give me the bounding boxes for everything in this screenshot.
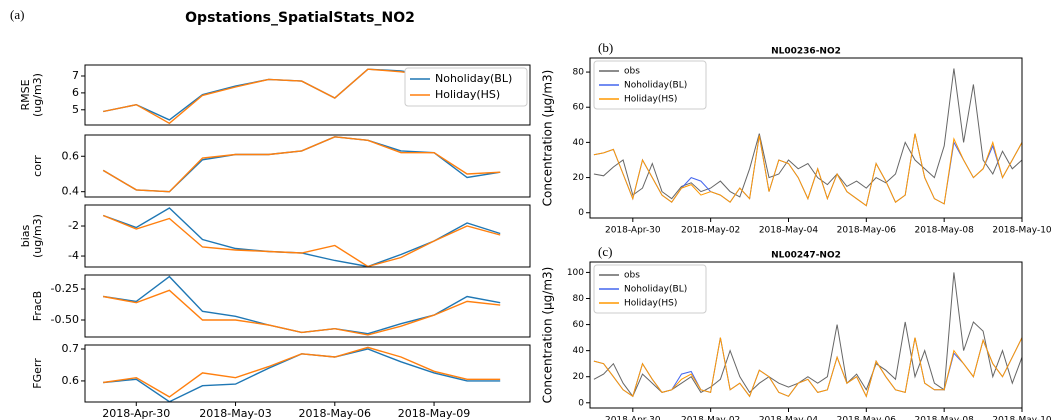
x-tick-label: 2018-May-09	[398, 407, 470, 420]
y-tick-label: 20	[573, 372, 585, 382]
series-line	[593, 133, 1023, 207]
plot-frame	[589, 57, 1023, 219]
series-line	[103, 289, 501, 336]
series-line	[103, 346, 501, 398]
chart-title: NL00247-NO2	[771, 251, 841, 261]
y-tick-label: -2	[68, 219, 79, 232]
legend-label: obs	[624, 271, 640, 281]
y-tick-label: 0.4	[62, 185, 80, 198]
y-axis-label: corr	[31, 155, 44, 177]
series-line	[102, 136, 501, 193]
legend-label: Holiday(HS)	[624, 299, 677, 309]
y-tick-label: 80	[573, 68, 585, 78]
x-tick-label: 2018-May-08	[915, 416, 975, 420]
y-tick-label: -4	[68, 249, 79, 262]
x-tick-label: 2018-May-02	[681, 416, 740, 420]
x-tick-label: 2018-Apr-30	[605, 416, 661, 420]
chart-title: Opstations_SpatialStats_NO2	[185, 10, 415, 26]
y-tick-label: 0.6	[62, 374, 80, 387]
series-line	[593, 68, 1023, 200]
x-tick-label: 2018-May-06	[299, 407, 371, 420]
x-tick-label: 2018-Apr-30	[605, 226, 661, 236]
y-axis-label: (ug/m3)	[31, 73, 44, 117]
legend-label: Holiday(HS)	[624, 95, 677, 105]
y-tick-label: 100	[567, 268, 584, 278]
y-tick-label: 60	[573, 103, 585, 113]
y-tick-label: 0.6	[62, 149, 80, 162]
x-tick-label: 2018-Apr-30	[102, 407, 170, 420]
x-tick-label: 2018-May-08	[915, 226, 975, 236]
series-line	[102, 136, 501, 193]
panel-label: (a)	[10, 7, 24, 22]
legend-label: Noholiday(BL)	[624, 285, 687, 295]
legend-box	[593, 264, 707, 314]
y-tick-label: 20	[573, 173, 585, 183]
y-tick-label: 0	[578, 208, 584, 218]
y-tick-label: 7	[72, 69, 79, 82]
series-line	[593, 337, 1023, 398]
x-tick-label: 2018-May-04	[759, 226, 819, 236]
series-line	[102, 207, 501, 268]
y-tick-label: 40	[573, 138, 585, 148]
y-axis-label: FGerr	[31, 358, 44, 389]
legend-label: Noholiday(BL)	[435, 72, 512, 85]
y-axis-label: (ug/m3)	[31, 214, 44, 258]
x-tick-label: 2018-May-03	[199, 407, 271, 420]
legend-box	[404, 67, 528, 107]
y-axis-label: bias	[19, 224, 32, 247]
y-tick-label: 5	[72, 103, 79, 116]
x-tick-label: 2018-May-02	[681, 226, 740, 236]
legend-box	[593, 60, 707, 110]
plot-frame	[84, 274, 531, 338]
legend-label: Holiday(HS)	[435, 88, 500, 101]
y-tick-label: 0.7	[62, 342, 80, 355]
chart-title: NL00236-NO2	[771, 47, 841, 57]
plot-frame	[84, 344, 531, 403]
y-axis-label: Concentration (μg/m3)	[541, 70, 555, 207]
panel-label: (c)	[598, 244, 612, 259]
x-tick-label: 2018-May-10	[992, 416, 1052, 420]
x-tick-label: 2018-May-06	[837, 416, 897, 420]
legend-label: obs	[624, 67, 640, 77]
plot-frame	[84, 204, 531, 268]
panel-label: (b)	[598, 40, 613, 55]
x-tick-label: 2018-May-06	[837, 226, 897, 236]
series-line	[103, 275, 501, 335]
legend-label: Noholiday(BL)	[624, 81, 687, 91]
y-tick-label: -0.25	[51, 282, 79, 295]
x-tick-label: 2018-May-04	[759, 416, 819, 420]
x-tick-label: 2018-May-10	[992, 226, 1052, 236]
y-tick-label: 40	[573, 346, 585, 356]
y-axis-label: Concentration (μg/m3)	[541, 267, 555, 404]
y-tick-label: 80	[573, 294, 585, 304]
y-axis-label: RMSE	[19, 79, 32, 110]
series-line	[102, 214, 501, 268]
y-tick-label: 0	[578, 398, 584, 408]
series-line	[593, 133, 1023, 207]
plot-frame	[84, 64, 531, 126]
plot-frame	[589, 261, 1023, 409]
y-tick-label: 60	[573, 320, 585, 330]
plot-frame	[84, 134, 531, 198]
y-axis-label: FracB	[31, 291, 44, 321]
y-tick-label: -0.50	[51, 313, 79, 326]
y-tick-label: 6	[72, 86, 79, 99]
